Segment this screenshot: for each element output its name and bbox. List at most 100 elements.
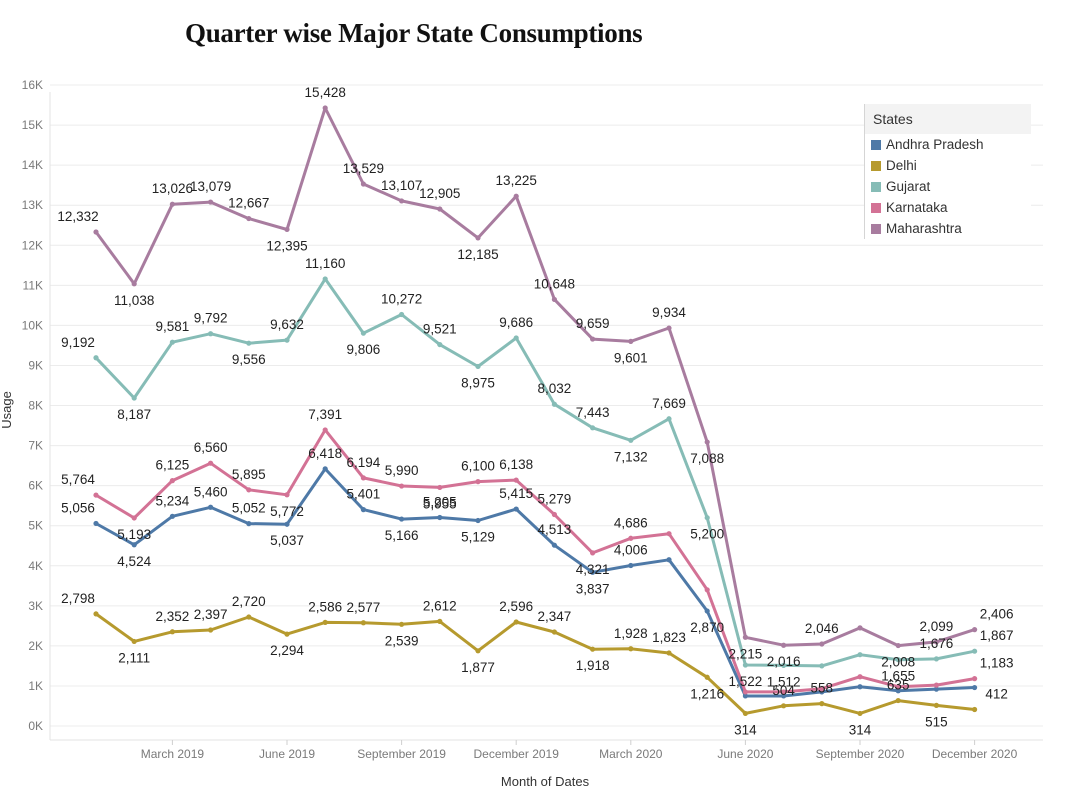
data-point-andhra-pradesh <box>360 507 366 513</box>
x-tick-label: March 2020 <box>599 747 663 761</box>
data-point-karnataka <box>513 477 519 483</box>
legend-item[interactable]: Gujarat <box>865 176 1031 197</box>
data-point-gujarat <box>781 662 787 669</box>
data-label-maharashtra: 13,079 <box>190 179 231 194</box>
x-axis-title: Month of Dates <box>501 774 590 789</box>
data-label-delhi: 2,294 <box>270 643 304 658</box>
data-point-gujarat <box>360 330 366 336</box>
data-point-delhi <box>628 646 634 652</box>
data-point-gujarat <box>857 652 863 658</box>
series-lines <box>94 106 977 715</box>
data-point-delhi <box>742 710 749 717</box>
data-point-gujarat <box>284 337 290 343</box>
data-point-karnataka <box>437 484 443 491</box>
data-point-delhi <box>857 710 863 717</box>
y-tick-label: 11K <box>23 278 43 292</box>
data-label-gujarat: 9,556 <box>232 352 266 367</box>
data-point-karnataka <box>169 478 175 484</box>
data-point-delhi <box>246 614 252 620</box>
data-label-maharashtra: 7,088 <box>690 451 724 466</box>
data-point-gujarat <box>513 335 519 341</box>
data-point-karnataka <box>628 535 634 541</box>
data-point-delhi <box>704 674 710 680</box>
data-point-karnataka <box>704 587 710 593</box>
data-point-karnataka <box>208 460 214 466</box>
data-label-karnataka: 5,772 <box>270 504 304 519</box>
data-label-andhra-pradesh: 6,418 <box>308 446 342 461</box>
data-label-delhi: 2,798 <box>61 591 95 606</box>
data-label-maharashtra: 12,905 <box>419 186 460 201</box>
data-point-gujarat <box>704 515 710 521</box>
data-point-maharashtra <box>972 627 978 633</box>
y-tick-label: 3K <box>28 599 43 613</box>
y-tick-label: 0K <box>28 719 43 733</box>
data-point-karnataka <box>742 689 749 695</box>
legend-item[interactable]: Karnataka <box>865 197 1031 218</box>
series-line-andhra-pradesh <box>94 467 977 698</box>
data-label-karnataka: 6,560 <box>194 440 228 455</box>
data-label-karnataka: 6,100 <box>461 459 495 474</box>
data-point-maharashtra <box>399 198 405 204</box>
data-point-gujarat <box>628 437 634 443</box>
y-tick-label: 14K <box>22 158 43 172</box>
data-label-karnataka: 5,764 <box>61 472 95 487</box>
data-point-maharashtra <box>475 235 481 241</box>
data-point-gujarat <box>933 656 940 662</box>
legend-item[interactable]: Delhi <box>865 155 1031 176</box>
legend-item[interactable]: Maharashtra <box>865 218 1031 239</box>
data-label-maharashtra: 15,428 <box>305 85 346 100</box>
data-label-delhi: 1,877 <box>461 660 495 675</box>
data-label-delhi: 2,596 <box>499 599 533 614</box>
series-line-delhi <box>94 612 977 715</box>
data-labels: 5,056 4,524 5,234 5,460 5,052 5,037 6,418 5,401… <box>57 85 1013 737</box>
x-tick-label: September 2020 <box>816 747 905 761</box>
data-point-delhi <box>208 627 214 633</box>
data-label-gujarat: 8,187 <box>117 407 151 422</box>
data-point-andhra-pradesh <box>590 569 596 575</box>
data-point-delhi <box>322 619 328 626</box>
data-label-andhra-pradesh: 5,037 <box>270 533 304 548</box>
series-line-karnataka <box>94 428 977 694</box>
data-point-andhra-pradesh <box>628 562 634 569</box>
data-point-maharashtra <box>284 226 290 233</box>
data-point-andhra-pradesh <box>93 520 99 527</box>
data-point-maharashtra <box>246 215 252 222</box>
data-point-delhi <box>551 629 558 635</box>
data-point-maharashtra <box>857 625 863 631</box>
data-point-delhi <box>819 701 825 707</box>
data-label-delhi: 1,918 <box>576 658 610 673</box>
data-point-maharashtra <box>93 229 99 235</box>
data-point-karnataka <box>284 492 290 498</box>
data-label-maharashtra: 13,026 <box>152 181 193 196</box>
data-point-karnataka <box>246 487 252 493</box>
y-tick-label: 13K <box>22 198 43 212</box>
data-point-maharashtra <box>933 639 940 645</box>
data-label-andhra-pradesh: 3,837 <box>576 581 610 596</box>
data-point-karnataka <box>360 475 366 481</box>
data-point-karnataka <box>781 689 787 695</box>
data-point-delhi <box>933 702 940 708</box>
data-point-andhra-pradesh <box>666 557 672 563</box>
x-tick-label: December 2019 <box>474 747 560 761</box>
legend-label: Karnataka <box>886 200 948 215</box>
data-label-gujarat: 1,522 <box>729 674 763 689</box>
data-point-andhra-pradesh <box>513 506 519 512</box>
data-point-andhra-pradesh <box>704 608 710 614</box>
data-point-gujarat <box>437 341 443 348</box>
data-point-maharashtra <box>513 193 519 199</box>
data-point-maharashtra <box>169 201 175 207</box>
x-tick-label: September 2019 <box>357 747 446 761</box>
data-point-gujarat <box>475 363 481 370</box>
data-label-maharashtra: 12,185 <box>457 247 498 262</box>
y-tick-label: 7K <box>28 439 43 453</box>
data-label-maharashtra: 13,107 <box>381 178 422 193</box>
data-point-andhra-pradesh <box>857 684 863 690</box>
y-tick-label: 6K <box>28 479 43 493</box>
data-label-karnataka: 6,125 <box>156 458 190 473</box>
data-point-karnataka <box>131 515 137 521</box>
data-label-delhi: 515 <box>925 714 948 729</box>
data-label-maharashtra: 11,038 <box>114 293 154 308</box>
data-point-delhi <box>437 618 443 624</box>
legend-item[interactable]: Andhra Pradesh <box>865 134 1031 155</box>
data-label-maharashtra: 2,215 <box>729 646 763 661</box>
